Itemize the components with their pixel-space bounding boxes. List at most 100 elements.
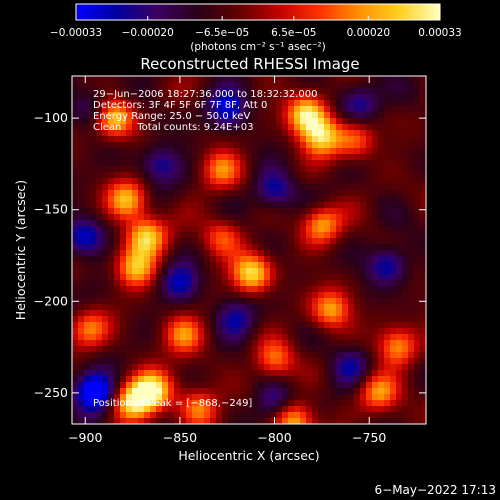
heatmap-cell: [204, 238, 211, 245]
heatmap-cell: [198, 382, 205, 389]
heatmap-cell: [396, 124, 403, 131]
heatmap-cell: [306, 346, 313, 353]
heatmap-cell: [174, 100, 181, 107]
heatmap-cell: [192, 370, 199, 377]
heatmap-cell: [108, 280, 115, 287]
heatmap-cell: [72, 274, 79, 281]
heatmap-cell: [378, 106, 385, 113]
heatmap-cell: [294, 196, 301, 203]
heatmap-cell: [408, 346, 415, 353]
heatmap-cell: [186, 172, 193, 179]
heatmap-cell: [198, 364, 205, 371]
heatmap-cell: [318, 232, 325, 239]
heatmap-cell: [336, 328, 343, 335]
heatmap-cell: [300, 376, 307, 383]
heatmap-cell: [186, 154, 193, 161]
heatmap-cell: [390, 250, 397, 257]
heatmap-cell: [354, 82, 361, 89]
heatmap-cell: [258, 298, 265, 305]
heatmap-cell: [390, 202, 397, 209]
heatmap-cell: [156, 178, 163, 185]
heatmap-cell: [186, 256, 193, 263]
heatmap-cell: [192, 280, 199, 287]
heatmap-cell: [90, 142, 97, 149]
heatmap-cell: [282, 394, 289, 401]
heatmap-cell: [168, 388, 175, 395]
heatmap-cell: [330, 370, 337, 377]
heatmap-cell: [72, 220, 79, 227]
heatmap-cell: [180, 130, 187, 137]
heatmap-cell: [174, 256, 181, 263]
heatmap-cell: [96, 124, 103, 131]
heatmap-cell: [84, 112, 91, 119]
heatmap-cell: [288, 340, 295, 347]
heatmap-cell: [120, 334, 127, 341]
heatmap-cell: [144, 148, 151, 155]
heatmap-cell: [342, 238, 349, 245]
heatmap-cell: [312, 202, 319, 209]
heatmap-cells: [72, 76, 426, 424]
heatmap-cell: [228, 268, 235, 275]
heatmap-cell: [288, 178, 295, 185]
heatmap-cell: [324, 118, 331, 125]
heatmap-cell: [114, 208, 121, 215]
heatmap-cell: [186, 388, 193, 395]
heatmap-cell: [270, 406, 277, 413]
heatmap-cell: [156, 202, 163, 209]
heatmap-cell: [378, 208, 385, 215]
heatmap-cell: [342, 226, 349, 233]
heatmap-cell: [162, 358, 169, 365]
heatmap-cell: [108, 274, 115, 281]
heatmap-cell: [264, 358, 271, 365]
heatmap-cell: [264, 340, 271, 347]
heatmap-cell: [102, 244, 109, 251]
heatmap-cell: [258, 304, 265, 311]
heatmap-cell: [396, 214, 403, 221]
heatmap-cell: [210, 232, 217, 239]
heatmap-cell: [276, 346, 283, 353]
heatmap-cell: [312, 220, 319, 227]
heatmap-cell: [210, 364, 217, 371]
heatmap-cell: [216, 232, 223, 239]
heatmap-cell: [168, 382, 175, 389]
heatmap-cell: [312, 232, 319, 239]
heatmap-cell: [90, 100, 97, 107]
heatmap-cell: [342, 280, 349, 287]
heatmap-cell: [318, 88, 325, 95]
heatmap-cell: [132, 328, 139, 335]
heatmap-cell: [360, 238, 367, 245]
heatmap-cell: [306, 280, 313, 287]
heatmap-cell: [114, 148, 121, 155]
heatmap-cell: [276, 250, 283, 257]
heatmap-cell: [264, 154, 271, 161]
heatmap-cell: [228, 364, 235, 371]
heatmap-cell: [306, 376, 313, 383]
heatmap-cell: [276, 400, 283, 407]
heatmap-cell: [204, 310, 211, 317]
heatmap-cell: [126, 256, 133, 263]
heatmap-cell: [240, 88, 247, 95]
heatmap-cell: [246, 172, 253, 179]
heatmap-cell: [168, 262, 175, 269]
heatmap-cell: [384, 160, 391, 167]
heatmap-cell: [264, 286, 271, 293]
heatmap-cell: [222, 142, 229, 149]
heatmap-cell: [114, 202, 121, 209]
heatmap-cell: [210, 118, 217, 125]
heatmap-cell: [300, 202, 307, 209]
heatmap-cell: [102, 280, 109, 287]
heatmap-cell: [72, 406, 79, 413]
heatmap-cell: [162, 214, 169, 221]
heatmap-cell: [276, 88, 283, 95]
heatmap-cell: [156, 376, 163, 383]
heatmap-cell: [288, 370, 295, 377]
heatmap-cell: [228, 322, 235, 329]
heatmap-cell: [108, 88, 115, 95]
heatmap-cell: [288, 256, 295, 263]
heatmap-cell: [348, 388, 355, 395]
heatmap-cell: [312, 124, 319, 131]
heatmap-cell: [204, 370, 211, 377]
heatmap-cell: [72, 154, 79, 161]
heatmap-cell: [372, 88, 379, 95]
heatmap-cell: [282, 88, 289, 95]
